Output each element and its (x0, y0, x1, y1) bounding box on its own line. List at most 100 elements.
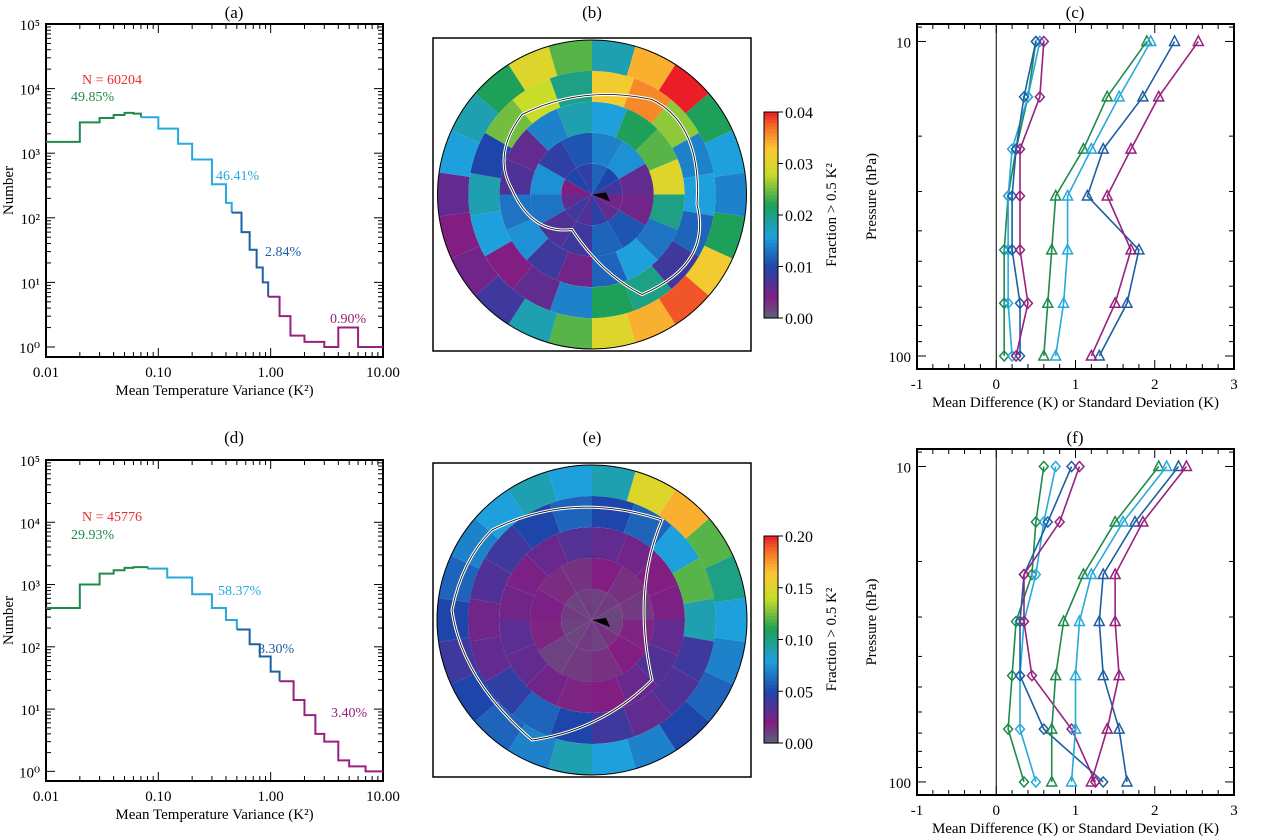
map-cell (592, 646, 623, 682)
colorbar-step (764, 632, 778, 637)
panel-title: (a) (225, 3, 244, 22)
colorbar-step (764, 266, 778, 271)
colorbar-step (764, 542, 778, 547)
map-cell (592, 179, 623, 195)
colorbar-step (764, 129, 778, 134)
diamond-marker (1054, 515, 1066, 529)
map-cell (530, 589, 566, 620)
colorbar-step (764, 618, 778, 623)
diamond-marker (1018, 775, 1030, 789)
map-cell (704, 212, 745, 259)
map-boundary (436, 464, 748, 776)
map-cell (615, 108, 658, 151)
map-cell (592, 101, 628, 138)
map-cell (469, 636, 512, 682)
diamond-marker (998, 297, 1010, 310)
colorbar-step (764, 570, 778, 575)
colorbar-step (764, 293, 778, 298)
triangle-marker (1081, 188, 1094, 201)
colorbar-tick-label: 0.10 (785, 633, 813, 650)
colorbar-step (764, 642, 778, 647)
map-cell (526, 663, 569, 706)
map-cell (470, 210, 512, 257)
triangle-marker (1093, 614, 1106, 627)
triangle-marker (1108, 296, 1122, 309)
colorbar-step (764, 211, 778, 216)
diamond-marker (1002, 722, 1014, 736)
map-panel-e: (e) 0.00 0.05 0.10 0.15 0.20 Fraction > 0.5 K² (432, 428, 840, 778)
coastline-outline (451, 506, 663, 741)
colorbar-label: Fraction > 0.5 K² (824, 587, 840, 691)
triangle-marker (1085, 142, 1098, 154)
colorbar-step (764, 549, 778, 554)
map-cell (508, 471, 558, 516)
map-cell (649, 159, 685, 195)
x-axis-label: Mean Temperature Variance (K²) (115, 383, 313, 399)
n-count-label: N = 60204 (82, 73, 142, 88)
y-tick-label: 10³ (21, 579, 41, 595)
colorbar-step (764, 580, 778, 585)
triangle-marker (1144, 34, 1158, 47)
colorbar-step (764, 173, 778, 178)
map-cell (592, 40, 636, 76)
colorbar-step (764, 218, 778, 223)
colorbar-step (764, 290, 778, 295)
colorbar-step (764, 180, 778, 185)
colorbar-step (764, 729, 778, 734)
colorbar-step (764, 235, 778, 240)
triangle-marker (1116, 514, 1130, 527)
diamond-marker (1006, 243, 1018, 257)
x-tick-label: 0 (993, 377, 1001, 393)
diamond-marker (1014, 243, 1026, 257)
series-label: 0.90% (330, 312, 367, 327)
diamond-marker (1034, 35, 1046, 48)
colorbar-step (764, 674, 778, 679)
colorbar-step (764, 622, 778, 627)
colorbar-step (764, 153, 778, 158)
panel-title: (e) (583, 428, 602, 447)
map-cell (565, 167, 592, 195)
map-cell (548, 313, 592, 349)
colorbar-step (764, 680, 778, 685)
colorbar-step (764, 587, 778, 592)
triangle-marker (1049, 348, 1062, 361)
x-tick-label: -1 (911, 803, 924, 819)
map-cell (484, 99, 533, 149)
colorbar-step (764, 177, 778, 182)
map-cell (704, 637, 746, 685)
map-cell (508, 46, 558, 91)
colorbar-step (764, 601, 778, 606)
map-cell (672, 210, 714, 257)
y-tick-label: 10⁰ (19, 341, 40, 357)
map-cell (451, 518, 499, 569)
colorbar-step (764, 732, 778, 737)
triangle-marker (1041, 296, 1055, 309)
map-cell (659, 701, 710, 751)
colorbar-tick-label: 0.15 (785, 581, 813, 598)
colorbar-tick-label: 0.00 (785, 736, 813, 753)
map-cell (548, 738, 592, 775)
colorbar-step (764, 708, 778, 713)
x-tick-label: 0 (993, 803, 1001, 819)
x-axis-label: Mean Difference (K) or Standard Deviatio… (932, 821, 1219, 837)
series-label: 49.85% (71, 90, 115, 105)
colorbar-step (764, 149, 778, 154)
map-cell (526, 238, 569, 281)
colorbar-step (764, 249, 778, 254)
colorbar-step (764, 204, 778, 209)
colorbar-step (764, 242, 778, 247)
map-cell (615, 238, 658, 281)
triangle-marker (1077, 142, 1090, 154)
diamond-marker (1034, 90, 1046, 103)
map-cell (468, 173, 501, 216)
diamond-marker (1022, 297, 1034, 310)
map-cell (468, 598, 501, 642)
map-cell (499, 620, 535, 656)
diamond-marker (1010, 349, 1022, 363)
map-cell (607, 209, 646, 249)
triangle-marker (1112, 89, 1126, 102)
colorbar-step (764, 142, 778, 147)
diamond-marker (1014, 297, 1026, 310)
map-cell (565, 593, 592, 620)
diamond-marker (1018, 568, 1030, 581)
